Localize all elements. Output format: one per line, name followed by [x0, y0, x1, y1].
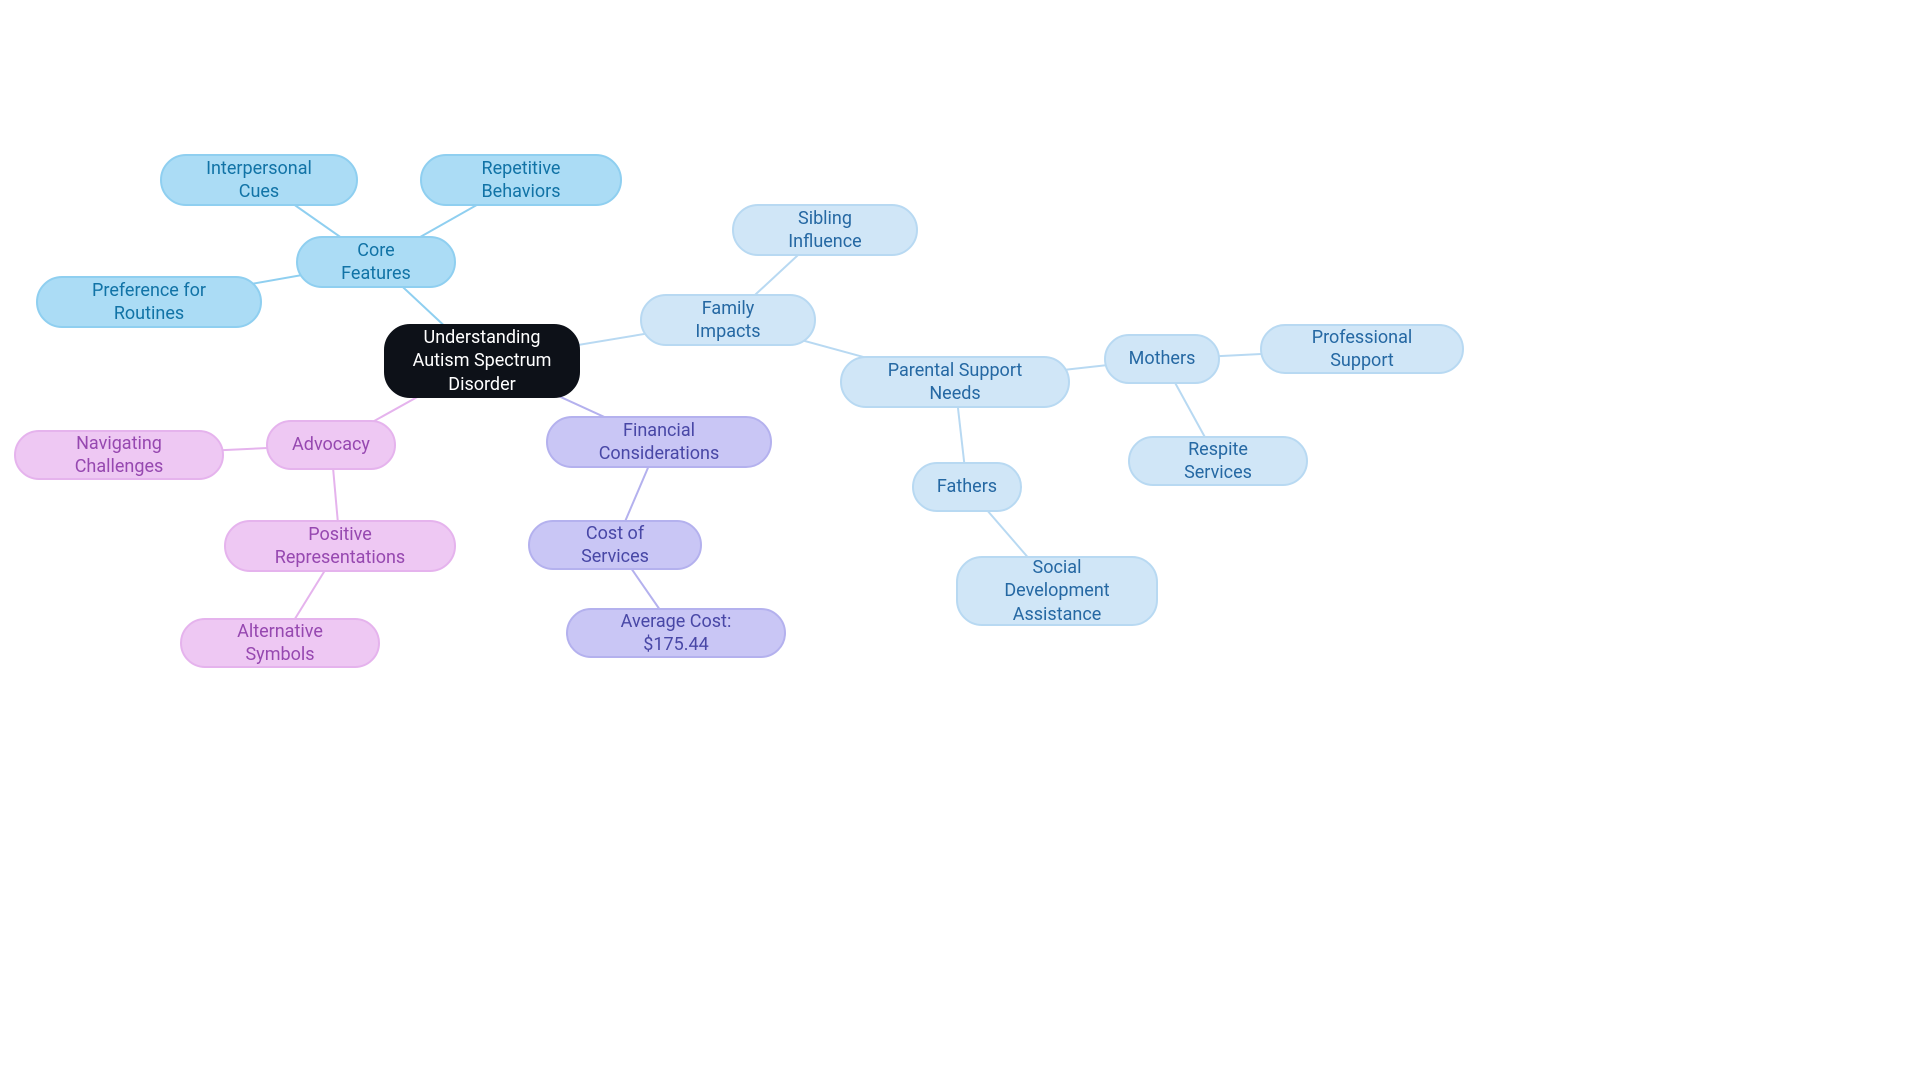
mindmap-node[interactable]: Social Development Assistance — [956, 556, 1158, 626]
mindmap-node-label: Core Features — [324, 239, 428, 286]
mindmap-node[interactable]: Understanding Autism Spectrum Disorder — [384, 324, 580, 398]
mindmap-node[interactable]: Professional Support — [1260, 324, 1464, 374]
mindmap-node[interactable]: Cost of Services — [528, 520, 702, 570]
mindmap-node[interactable]: Average Cost: $175.44 — [566, 608, 786, 658]
mindmap-node[interactable]: Alternative Symbols — [180, 618, 380, 668]
mindmap-node[interactable]: Repetitive Behaviors — [420, 154, 622, 206]
mindmap-node-label: Understanding Autism Spectrum Disorder — [412, 326, 552, 396]
mindmap-node[interactable]: Parental Support Needs — [840, 356, 1070, 408]
mindmap-node[interactable]: Fathers — [912, 462, 1022, 512]
mindmap-node-label: Financial Considerations — [574, 419, 744, 466]
mindmap-node-label: Parental Support Needs — [868, 359, 1042, 406]
mindmap-node[interactable]: Respite Services — [1128, 436, 1308, 486]
mindmap-node[interactable]: Preference for Routines — [36, 276, 262, 328]
mindmap-node[interactable]: Navigating Challenges — [14, 430, 224, 480]
mindmap-node-label: Alternative Symbols — [208, 620, 352, 667]
mindmap-node-label: Family Impacts — [668, 297, 788, 344]
mindmap-node-label: Sibling Influence — [760, 207, 890, 254]
mindmap-node[interactable]: Mothers — [1104, 334, 1220, 384]
mindmap-node-label: Interpersonal Cues — [188, 157, 330, 204]
mindmap-node-label: Social Development Assistance — [984, 556, 1130, 626]
mindmap-node-label: Advocacy — [292, 433, 370, 456]
mindmap-node[interactable]: Interpersonal Cues — [160, 154, 358, 206]
mindmap-node-label: Positive Representations — [252, 523, 428, 570]
mindmap-node[interactable]: Positive Representations — [224, 520, 456, 572]
mindmap-node-label: Preference for Routines — [64, 279, 234, 326]
mindmap-node-label: Cost of Services — [556, 522, 674, 569]
mindmap-node[interactable]: Advocacy — [266, 420, 396, 470]
mindmap-node[interactable]: Core Features — [296, 236, 456, 288]
mindmap-node[interactable]: Financial Considerations — [546, 416, 772, 468]
mindmap-node-label: Professional Support — [1288, 326, 1436, 373]
mindmap-node[interactable]: Family Impacts — [640, 294, 816, 346]
mindmap-node-label: Repetitive Behaviors — [448, 157, 594, 204]
mindmap-node-label: Mothers — [1129, 347, 1196, 370]
mindmap-node[interactable]: Sibling Influence — [732, 204, 918, 256]
mindmap-node-label: Average Cost: $175.44 — [594, 610, 758, 657]
mindmap-node-label: Fathers — [937, 475, 997, 498]
mindmap-node-label: Navigating Challenges — [42, 432, 196, 479]
mindmap-node-label: Respite Services — [1156, 438, 1280, 485]
